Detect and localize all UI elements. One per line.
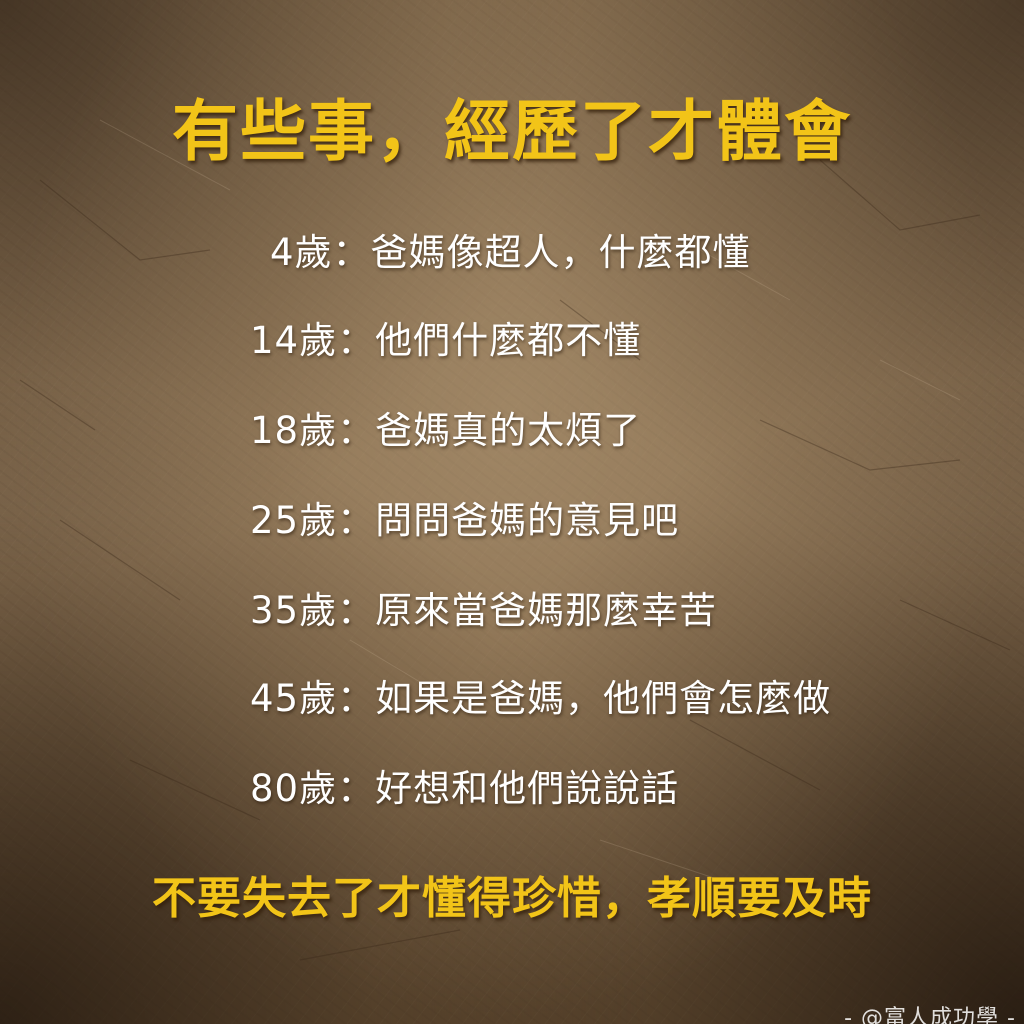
separator: ： — [337, 499, 376, 542]
list-item: 14歲：他們什麼都不懂 — [250, 310, 641, 364]
list-item: 35歲：原來當爸媽那麼幸苦 — [250, 580, 717, 634]
age-label: 45歲 — [250, 677, 338, 720]
age-label: 35歲 — [250, 589, 338, 632]
age-label: 80歲 — [250, 767, 338, 810]
age-label: 18歲 — [250, 409, 338, 452]
footer-slogan: 不要失去了才懂得珍惜，孝順要及時 — [152, 873, 872, 924]
age-label: 4歲 — [270, 231, 333, 274]
list-item: 4歲：爸媽像超人，什麼都懂 — [270, 222, 751, 276]
line-text: 好想和他們說說話 — [375, 767, 680, 810]
age-label: 25歲 — [250, 499, 338, 542]
separator: ： — [337, 319, 376, 362]
line-text: 爸媽像超人，什麼都懂 — [370, 231, 751, 274]
line-text: 如果是爸媽，他們會怎麼做 — [375, 677, 832, 720]
line-text: 原來當爸媽那麼幸苦 — [375, 589, 718, 632]
age-label: 14歲 — [250, 319, 338, 362]
line-text: 爸媽真的太煩了 — [375, 409, 642, 452]
list-item: 25歲：問問爸媽的意見吧 — [250, 490, 679, 544]
list-item: 80歲：好想和他們說說話 — [250, 758, 679, 812]
list-item: 18歲：爸媽真的太煩了 — [250, 400, 641, 454]
separator: ： — [337, 589, 376, 632]
line-text: 他們什麼都不懂 — [375, 319, 642, 362]
watermark: - @富人成功學 - — [844, 1006, 1016, 1024]
separator: ： — [337, 677, 376, 720]
page-title: 有些事，經歷了才體會 — [172, 92, 852, 170]
list-item: 45歲：如果是爸媽，他們會怎麼做 — [250, 668, 831, 722]
separator: ： — [332, 231, 371, 274]
separator: ： — [337, 767, 376, 810]
line-text: 問問爸媽的意見吧 — [375, 499, 680, 542]
separator: ： — [337, 409, 376, 452]
